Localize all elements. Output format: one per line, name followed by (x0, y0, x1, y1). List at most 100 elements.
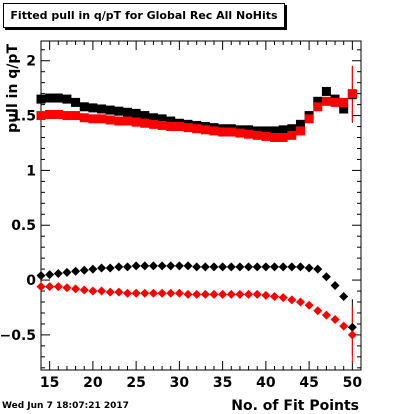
data-point-diamond (88, 264, 98, 274)
data-point-diamond (174, 261, 184, 271)
data-point-diamond (287, 262, 297, 272)
data-point-square (88, 114, 98, 124)
data-point-square (88, 103, 98, 113)
data-point-square (122, 107, 132, 117)
data-point-diamond (140, 261, 150, 271)
y-tick-label: −0.5 (0, 328, 36, 344)
data-point-diamond (321, 272, 331, 282)
data-point-square (148, 113, 158, 123)
data-point-diamond (226, 262, 236, 272)
x-tick-label: 20 (83, 375, 103, 391)
y-tick-label: 1.5 (11, 109, 36, 125)
y-tick-label: 2 (26, 54, 36, 70)
data-point-square (157, 120, 167, 130)
data-point-square (105, 105, 115, 115)
data-point-diamond (313, 306, 323, 316)
x-tick-label: 25 (126, 375, 145, 391)
data-point-diamond (313, 264, 323, 274)
data-point-diamond (330, 281, 340, 291)
data-point-diamond (270, 292, 280, 302)
data-point-square (270, 133, 280, 143)
data-point-square (114, 116, 124, 126)
data-point-square (261, 131, 271, 141)
data-point-diamond (209, 289, 219, 299)
chart-title: Fitted pull in q/pT for Global Rec All N… (3, 3, 285, 28)
data-point-diamond (200, 289, 210, 299)
data-point-square (140, 118, 150, 128)
data-point-diamond (53, 282, 63, 292)
data-point-square (36, 94, 46, 104)
data-point-square (166, 122, 176, 132)
data-point-square (97, 104, 107, 114)
data-point-diamond (105, 287, 115, 297)
data-point-diamond (122, 288, 132, 298)
data-point-diamond (53, 268, 63, 278)
data-point-square (114, 106, 124, 116)
data-point-square (295, 119, 305, 129)
x-tick-label: 35 (213, 375, 232, 391)
y-tick-label: 0 (26, 273, 36, 289)
x-tick-label: 50 (343, 375, 363, 391)
x-axis-title: No. of Fit Points (231, 398, 359, 414)
data-point-diamond (244, 262, 254, 272)
data-point-square (261, 126, 271, 136)
y-tick-label: 0.5 (11, 218, 36, 234)
data-point-square (71, 97, 81, 107)
data-point-square (278, 133, 288, 143)
data-point-diamond (45, 282, 55, 292)
data-point-diamond (330, 315, 340, 325)
data-point-diamond (261, 262, 271, 272)
data-point-square (157, 114, 167, 124)
data-point-square (148, 119, 158, 129)
data-point-square (200, 125, 210, 135)
data-point-square (339, 97, 349, 107)
data-point-square (53, 93, 63, 103)
data-point-square (97, 114, 107, 124)
data-point-diamond (183, 261, 193, 271)
data-point-square (36, 111, 46, 121)
data-point-square (45, 93, 55, 103)
data-point-diamond (295, 262, 305, 272)
data-point-diamond (218, 289, 228, 299)
data-point-square (287, 130, 297, 140)
x-tick-label: 15 (40, 375, 59, 391)
x-tick-label: 40 (256, 375, 276, 391)
data-point-diamond (88, 286, 98, 296)
data-point-diamond (122, 262, 132, 272)
data-point-square (339, 104, 349, 114)
data-point-square (131, 108, 141, 118)
data-point-diamond (157, 261, 167, 271)
data-point-square (218, 127, 228, 137)
data-point-square (79, 113, 89, 123)
data-point-square (209, 126, 219, 136)
data-point-diamond (287, 295, 297, 305)
data-point-square (252, 130, 262, 140)
data-point-diamond (209, 262, 219, 272)
data-point-diamond (45, 270, 55, 280)
data-point-diamond (226, 289, 236, 299)
data-point-square (62, 94, 72, 104)
data-point-diamond (183, 289, 193, 299)
data-point-square (244, 129, 254, 139)
data-point-diamond (166, 288, 176, 298)
data-point-diamond (97, 286, 107, 296)
data-point-square (166, 116, 176, 126)
data-point-square (347, 89, 357, 99)
data-point-square (140, 111, 150, 121)
timestamp: Wed Jun 7 18:07:21 2017 (2, 401, 129, 411)
data-point-square (321, 96, 331, 106)
axis-ticks (40, 41, 362, 370)
data-point-square (122, 116, 132, 126)
data-point-diamond (347, 330, 357, 340)
data-point-diamond (36, 282, 46, 292)
data-point-square (105, 115, 115, 125)
data-point-square (45, 109, 55, 119)
data-point-diamond (278, 262, 288, 272)
data-point-diamond (192, 289, 202, 299)
data-point-square (226, 127, 236, 137)
plot-frame (40, 40, 362, 371)
data-point-square (174, 122, 184, 132)
data-point-square (235, 128, 245, 138)
data-point-diamond (62, 267, 72, 277)
data-point-diamond (71, 266, 81, 276)
